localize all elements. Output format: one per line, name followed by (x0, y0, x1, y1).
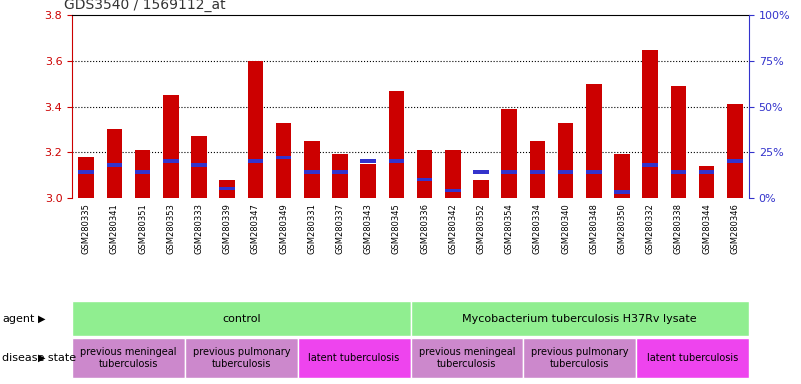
Text: GSM280350: GSM280350 (618, 203, 626, 254)
Text: GSM280339: GSM280339 (223, 203, 231, 254)
Bar (219, 187, 235, 190)
Text: ▶: ▶ (38, 353, 46, 363)
Text: GSM280347: GSM280347 (251, 203, 260, 254)
Bar (642, 50, 658, 198)
Bar (529, 141, 545, 198)
Text: Mycobacterium tuberculosis H37Rv lysate: Mycobacterium tuberculosis H37Rv lysate (462, 314, 697, 324)
Text: previous meningeal
tuberculosis: previous meningeal tuberculosis (80, 347, 177, 369)
Bar (135, 150, 151, 198)
Text: previous meningeal
tuberculosis: previous meningeal tuberculosis (419, 347, 515, 369)
Bar (163, 159, 179, 163)
Bar (388, 91, 405, 198)
Bar (332, 170, 348, 174)
Text: disease state: disease state (2, 353, 77, 363)
Bar (670, 170, 686, 174)
Bar (501, 170, 517, 174)
Bar (191, 163, 207, 167)
Bar (332, 154, 348, 198)
Bar (78, 157, 94, 198)
Bar (163, 95, 179, 198)
Bar (699, 170, 714, 174)
Bar (191, 136, 207, 198)
Text: GSM280344: GSM280344 (702, 203, 711, 254)
Text: GSM280334: GSM280334 (533, 203, 542, 254)
Text: GSM280336: GSM280336 (420, 203, 429, 254)
Bar (557, 122, 574, 198)
Text: GSM280352: GSM280352 (477, 203, 485, 254)
Bar (473, 180, 489, 198)
Bar (107, 129, 122, 198)
Bar (304, 141, 320, 198)
Bar (699, 166, 714, 198)
Bar (445, 150, 461, 198)
FancyBboxPatch shape (72, 301, 411, 336)
Bar (417, 178, 433, 181)
FancyBboxPatch shape (523, 338, 636, 378)
Text: GSM280348: GSM280348 (590, 203, 598, 254)
Bar (614, 190, 630, 194)
Bar (276, 156, 292, 159)
Bar (501, 109, 517, 198)
Bar (78, 170, 94, 174)
Bar (388, 159, 405, 163)
Bar (727, 104, 743, 198)
Text: GSM280340: GSM280340 (562, 203, 570, 254)
FancyBboxPatch shape (185, 338, 298, 378)
Text: GSM280332: GSM280332 (646, 203, 654, 254)
Bar (557, 170, 574, 174)
Bar (135, 170, 151, 174)
Bar (417, 150, 433, 198)
Bar (248, 61, 264, 198)
FancyBboxPatch shape (411, 338, 523, 378)
Bar (586, 170, 602, 174)
Text: GSM280351: GSM280351 (138, 203, 147, 254)
Bar (614, 154, 630, 198)
Text: GSM280354: GSM280354 (505, 203, 513, 254)
FancyBboxPatch shape (298, 338, 411, 378)
Bar (276, 122, 292, 198)
Bar (304, 170, 320, 174)
Text: GSM280338: GSM280338 (674, 203, 683, 254)
Text: previous pulmonary
tuberculosis: previous pulmonary tuberculosis (192, 347, 290, 369)
Text: GSM280353: GSM280353 (167, 203, 175, 254)
Bar (727, 159, 743, 163)
Text: previous pulmonary
tuberculosis: previous pulmonary tuberculosis (531, 347, 629, 369)
Text: control: control (222, 314, 260, 324)
Text: GSM280346: GSM280346 (731, 203, 739, 254)
Text: GDS3540 / 1569112_at: GDS3540 / 1569112_at (64, 0, 226, 12)
Bar (445, 189, 461, 192)
Text: latent tuberculosis: latent tuberculosis (308, 353, 400, 363)
FancyBboxPatch shape (411, 301, 749, 336)
Text: GSM280331: GSM280331 (308, 203, 316, 254)
Bar (670, 86, 686, 198)
Text: GSM280343: GSM280343 (364, 203, 372, 254)
Bar (642, 163, 658, 167)
Bar (529, 170, 545, 174)
Text: GSM280345: GSM280345 (392, 203, 401, 254)
FancyBboxPatch shape (72, 338, 185, 378)
Text: ▶: ▶ (38, 314, 46, 324)
Text: GSM280342: GSM280342 (449, 203, 457, 254)
Bar (360, 164, 376, 198)
Bar (360, 159, 376, 163)
Bar (248, 159, 264, 163)
Text: GSM280349: GSM280349 (279, 203, 288, 254)
Text: GSM280333: GSM280333 (195, 203, 203, 254)
FancyBboxPatch shape (636, 338, 749, 378)
Bar (219, 180, 235, 198)
Text: GSM280337: GSM280337 (336, 203, 344, 254)
Text: latent tuberculosis: latent tuberculosis (647, 353, 739, 363)
Bar (473, 170, 489, 174)
Text: agent: agent (2, 314, 34, 324)
Text: GSM280335: GSM280335 (82, 203, 91, 254)
Bar (107, 163, 122, 167)
Bar (586, 84, 602, 198)
Text: GSM280341: GSM280341 (110, 203, 119, 254)
